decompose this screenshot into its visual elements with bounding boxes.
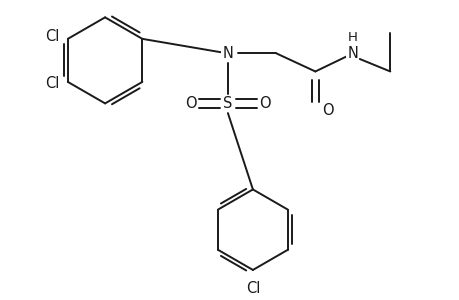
Text: Cl: Cl bbox=[245, 281, 259, 296]
Text: O: O bbox=[322, 103, 333, 118]
Text: Cl: Cl bbox=[45, 76, 59, 92]
Text: O: O bbox=[259, 96, 271, 111]
Text: O: O bbox=[184, 96, 196, 111]
Text: H: H bbox=[347, 31, 357, 44]
Text: Cl: Cl bbox=[45, 29, 59, 44]
Text: N: N bbox=[347, 46, 358, 61]
Text: S: S bbox=[223, 96, 232, 111]
Text: N: N bbox=[222, 46, 233, 61]
